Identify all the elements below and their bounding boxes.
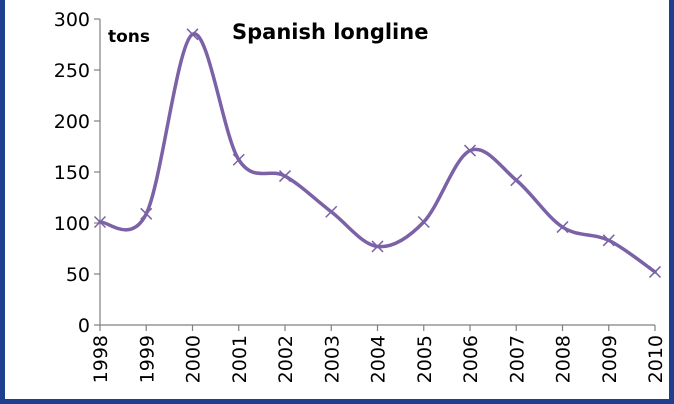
data-point-marker — [140, 207, 153, 220]
frame-border-right — [669, 0, 674, 404]
x-tick-label: 2001 — [229, 335, 251, 383]
data-point-marker — [510, 174, 523, 187]
data-point-marker — [602, 234, 615, 247]
x-tick-label: 2008 — [553, 335, 575, 383]
chart-title: Spanish longline — [232, 20, 428, 44]
y-tick-label: 200 — [54, 111, 90, 133]
frame-border-bottom — [0, 399, 674, 404]
data-point-marker — [186, 28, 199, 41]
x-tick-label: 2000 — [183, 335, 205, 383]
x-tick-label: 2005 — [414, 335, 436, 383]
series-line — [98, 32, 657, 274]
x-tick-label: 2006 — [460, 335, 482, 383]
unit-label: tons — [108, 27, 150, 47]
data-point-marker — [278, 170, 292, 183]
x-tick-label: 2010 — [645, 335, 667, 383]
axes — [99, 19, 655, 326]
y-tick-label: 50 — [66, 264, 90, 286]
y-tick-label: 0 — [78, 315, 90, 337]
x-tick-label: 2009 — [599, 335, 621, 383]
data-point-marker — [325, 205, 338, 218]
y-tick-label: 100 — [54, 213, 90, 235]
data-point-marker — [463, 144, 477, 157]
frame-border-left — [0, 0, 5, 404]
x-axis-ticks: 1998 1999 2000 2001 2002 2003 2004 2005 2006 2007… — [90, 325, 667, 383]
x-tick-label: 2004 — [368, 335, 390, 383]
x-tick-label: 2002 — [275, 335, 297, 383]
series-markers — [93, 28, 662, 278]
y-tick-label: 300 — [54, 9, 90, 31]
data-point-marker — [648, 265, 662, 278]
data-point-marker — [417, 215, 430, 229]
x-tick-label: 2007 — [506, 335, 528, 383]
x-tick-label: 1999 — [136, 335, 158, 383]
x-tick-label: 2003 — [321, 335, 343, 383]
x-tick-label: 1998 — [90, 335, 112, 383]
data-point-marker — [232, 153, 245, 166]
data-point-marker — [93, 215, 107, 229]
data-point-marker — [556, 221, 569, 234]
y-tick-label: 250 — [54, 60, 90, 82]
data-point-marker — [371, 240, 384, 253]
y-axis-ticks: 0 50 100 150 200 250 300 — [54, 9, 100, 337]
y-tick-label: 150 — [54, 162, 90, 184]
